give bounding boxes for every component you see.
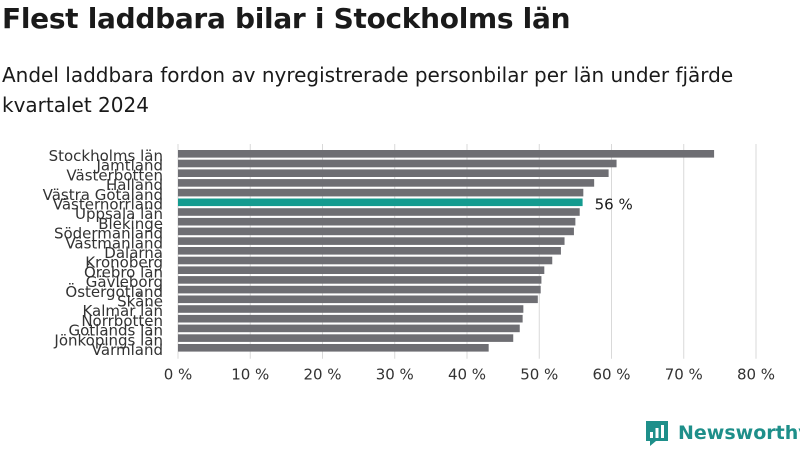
category-label: Gävleborg [86,273,163,291]
bar-3 [178,179,595,187]
tick-labels: 0 % 10 % 20 % 30 % 40 % 50 % 60 % 70 % 80 % [164,366,775,384]
category-label: Östergötland [65,282,163,301]
brand-name: Newsworthy [678,422,800,444]
bar-9 [178,237,565,245]
category-label: Västra Götaland [43,186,163,204]
x-tick-label: 10 % [231,366,269,384]
x-tick-label: 20 % [303,366,341,384]
category-label: Kalmar län [82,302,163,320]
bar-6 [178,208,580,216]
bar-7 [178,217,576,226]
annotations: 56 % [595,196,633,214]
newsworthy-icon [646,421,668,446]
category-label: Halland [106,176,163,194]
brand-logo[interactable]: Newsworthy [644,418,800,448]
bar-chart: Stockholms länJämtlandVästerbottenHallan… [43,144,775,384]
x-tick-label: 0 % [164,366,193,384]
bar-16 [178,305,524,313]
category-label: Västerbotten [66,166,163,184]
bar-13 [178,276,542,284]
category-label: Västmanland [65,234,163,252]
bar-5 [178,198,583,207]
category-label: Uppsala län [75,205,163,223]
category-label: Kronoberg [85,254,163,272]
bar-20 [178,344,489,352]
category-label: Stockholms län [49,147,163,165]
category-labels: Stockholms länJämtlandVästerbottenHallan… [43,147,163,359]
x-tick-label: 70 % [665,366,703,384]
category-label: Jönköpings län [53,331,163,349]
bar-15 [178,295,538,304]
bars [178,150,715,352]
category-label: Gotlands län [68,322,163,340]
category-label: Värmland [92,341,163,359]
x-tick-label: 40 % [448,366,486,384]
bar-8 [178,227,574,236]
bar-2 [178,169,609,177]
category-label: Skåne [117,293,163,311]
bar-19 [178,334,514,342]
bar-14 [178,285,541,294]
bar-0 [178,150,715,158]
category-label: Västernorrland [53,196,163,214]
bar-11 [178,256,553,265]
x-tick-label: 50 % [520,366,558,384]
category-label: Dalarna [104,244,163,262]
category-label: Örebro län [84,262,163,281]
category-label: Jämtland [96,157,164,175]
bar-10 [178,247,561,255]
highlight-value-label: 56 % [595,196,633,214]
bar-12 [178,266,545,274]
x-tick-label: 60 % [592,366,630,384]
category-label: Norrbotten [81,312,163,330]
bar-18 [178,324,520,333]
bar-17 [178,314,523,323]
bar-4 [178,188,584,197]
chart-subtitle: Andel laddbara fordon av nyregistrerade … [2,63,734,117]
x-tick-label: 30 % [376,366,414,384]
category-label: Södermanland [54,225,163,243]
chart-title: Flest laddbara bilar i Stockholms län [2,2,571,35]
bar-1 [178,159,617,168]
category-label: Blekinge [98,215,163,233]
x-tick-label: 80 % [737,366,775,384]
